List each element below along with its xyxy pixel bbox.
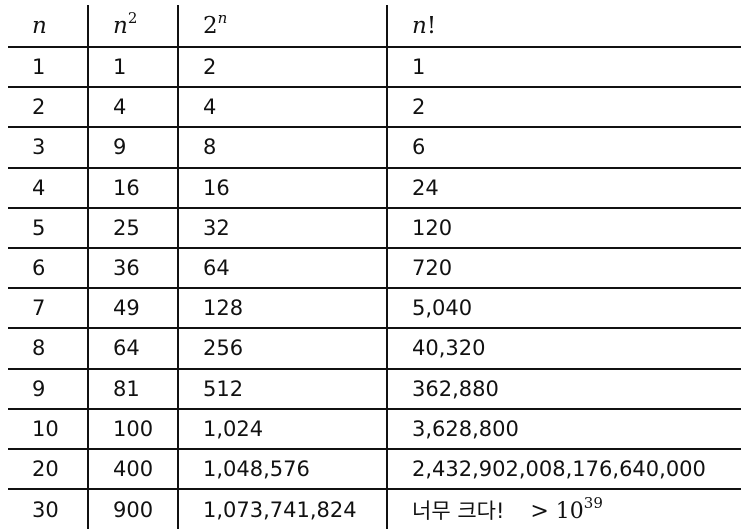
cell-two-pow-n: 256: [177, 328, 387, 370]
cell-two-pow-n: 1,073,741,824: [177, 489, 387, 530]
cell-n-squared: 100: [87, 408, 178, 450]
cell-n-squared: 900: [87, 489, 178, 530]
cell-factorial: 1: [386, 47, 741, 89]
cell-n-squared: 81: [87, 368, 178, 410]
cell-n: 1: [8, 47, 88, 89]
cell-factorial: 40,320: [386, 328, 741, 370]
powers-factorial-table: n n2 2n n! 1 1 2 1 2 4 4 2 3 9 8 6 4 16 16 24 5 25 32 120 6 3…: [8, 5, 741, 530]
table-row: 30 900 1,073,741,824 너무 크다! > 1039: [8, 489, 741, 530]
cell-n: 20: [8, 448, 88, 491]
cell-two-pow-n: 128: [177, 288, 387, 330]
cell-two-pow-n: 1,048,576: [177, 448, 387, 491]
table-body: 1 1 2 1 2 4 4 2 3 9 8 6 4 16 16 24 5 25 32 120 6 36 64 720 7 49 12…: [8, 47, 741, 530]
cell-factorial: 너무 크다! > 1039: [386, 489, 741, 530]
cell-n-squared: 49: [87, 288, 178, 330]
cell-n-squared: 36: [87, 247, 178, 290]
factorial-bound: > 1039: [530, 493, 603, 524]
header-n: n: [8, 5, 88, 48]
cell-n-squared: 1: [87, 47, 178, 89]
cell-two-pow-n: 512: [177, 368, 387, 410]
cell-factorial: 5,040: [386, 288, 741, 330]
cell-n-squared: 9: [87, 127, 178, 169]
cell-two-pow-n: 2: [177, 47, 387, 89]
header-factorial: n!: [386, 5, 741, 48]
cell-two-pow-n: 16: [177, 167, 387, 209]
header-n-squared: n2: [87, 5, 178, 48]
cell-two-pow-n: 4: [177, 87, 387, 129]
table-row: 4 16 16 24: [8, 167, 741, 209]
cell-n: 8: [8, 328, 88, 370]
cell-factorial: 24: [386, 167, 741, 209]
cell-two-pow-n: 32: [177, 207, 387, 249]
cell-n-squared: 400: [87, 448, 178, 491]
table-row: 8 64 256 40,320: [8, 328, 741, 370]
cell-two-pow-n: 1,024: [177, 408, 387, 450]
table-row: 10 100 1,024 3,628,800: [8, 408, 741, 450]
cell-factorial: 3,628,800: [386, 408, 741, 450]
header-two-pow-n: 2n: [177, 5, 387, 48]
table-row: 20 400 1,048,576 2,432,902,008,176,640,000: [8, 448, 741, 491]
cell-two-pow-n: 64: [177, 247, 387, 290]
cell-factorial: 720: [386, 247, 741, 290]
cell-n-squared: 4: [87, 87, 178, 129]
table-row: 6 36 64 720: [8, 247, 741, 290]
cell-n: 9: [8, 368, 88, 410]
cell-factorial: 120: [386, 207, 741, 249]
cell-factorial: 362,880: [386, 368, 741, 410]
cell-factorial: 2,432,902,008,176,640,000: [386, 448, 741, 491]
cell-factorial: 2: [386, 87, 741, 129]
cell-n: 5: [8, 207, 88, 249]
cell-n-squared: 25: [87, 207, 178, 249]
cell-n: 7: [8, 288, 88, 330]
cell-factorial: 6: [386, 127, 741, 169]
cell-n-squared: 64: [87, 328, 178, 370]
cell-n: 2: [8, 87, 88, 129]
cell-n: 6: [8, 247, 88, 290]
cell-n: 10: [8, 408, 88, 450]
header-row: n n2 2n n!: [8, 5, 741, 48]
cell-two-pow-n: 8: [177, 127, 387, 169]
cell-n: 3: [8, 127, 88, 169]
cell-n: 4: [8, 167, 88, 209]
table-row: 7 49 128 5,040: [8, 288, 741, 330]
table-row: 5 25 32 120: [8, 207, 741, 249]
cell-n: 30: [32, 497, 59, 522]
cell-n-squared: 16: [87, 167, 178, 209]
table-row: 9 81 512 362,880: [8, 368, 741, 410]
